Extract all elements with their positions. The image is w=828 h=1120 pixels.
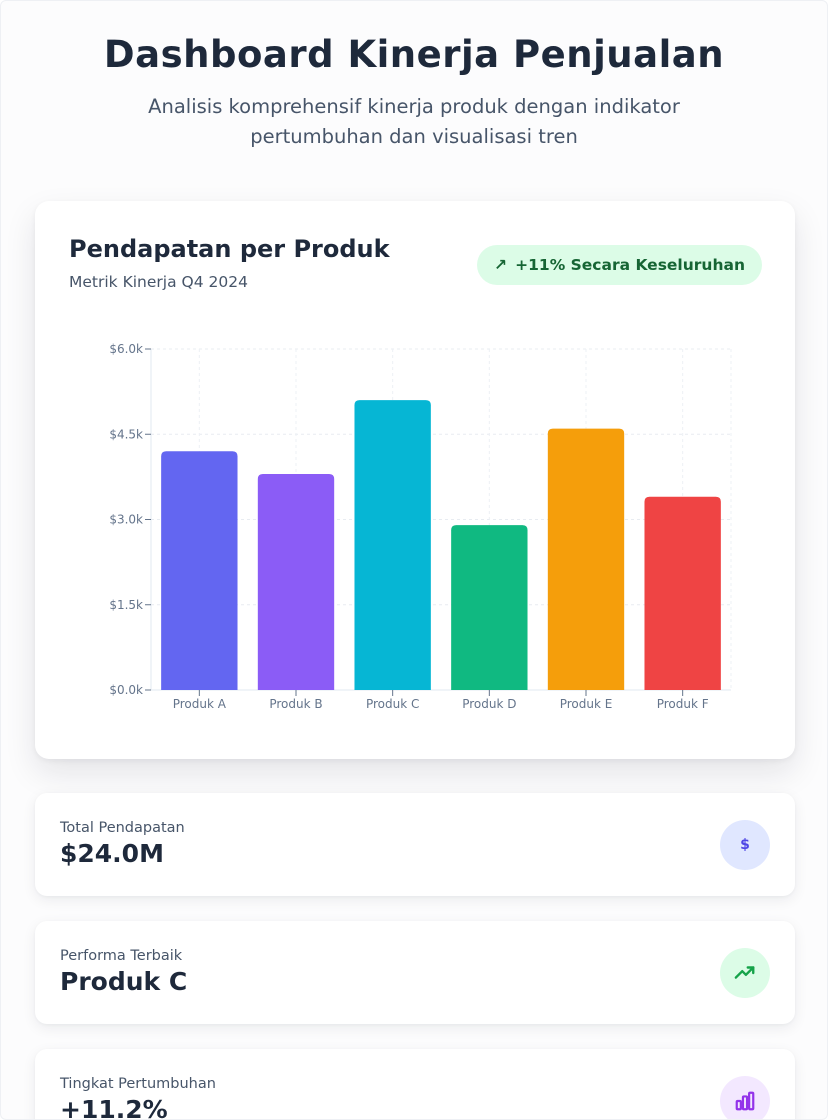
stat-card-total-revenue: Total Pendapatan $24.0M $ — [35, 793, 795, 896]
bar-produk-e[interactable] — [547, 428, 625, 690]
trend-badge-label: +11% Secara Keseluruhan — [515, 256, 745, 274]
chart-card-subtitle: Metrik Kinerja Q4 2024 — [69, 273, 248, 291]
page-title: Dashboard Kinerja Penjualan — [103, 33, 725, 76]
y-tick-label: $3.0k — [109, 513, 143, 527]
dollar-glyph: $ — [740, 837, 750, 853]
chart-card-title: Pendapatan per Produk — [69, 235, 390, 263]
trend-arrow-icon: ↗ — [494, 256, 508, 274]
bar-chart-icon — [720, 1076, 770, 1119]
page-header: Dashboard Kinerja Penjualan Analisis kom… — [1, 1, 827, 152]
bar-produk-f[interactable] — [644, 496, 721, 690]
stat-label: Performa Terbaik — [60, 948, 183, 964]
revenue-chart-card: Pendapatan per Produk Metrik Kinerja Q4 … — [35, 201, 795, 759]
x-tick-label: Produk B — [269, 697, 322, 711]
bar-produk-a[interactable] — [161, 451, 238, 690]
bar-produk-d[interactable] — [451, 525, 528, 690]
stat-card-top-performer: Performa Terbaik Produk C — [35, 921, 795, 1024]
bar-produk-b[interactable] — [257, 474, 335, 690]
x-tick-label: Produk F — [657, 697, 709, 711]
y-tick-label: $0.0k — [109, 683, 143, 697]
stat-card-growth-rate: Tingkat Pertumbuhan +11.2% — [35, 1049, 795, 1120]
stat-label: Total Pendapatan — [60, 820, 185, 836]
trending-up-icon — [720, 948, 770, 998]
dollar-icon: $ — [720, 820, 770, 870]
stat-value: $24.0M — [60, 839, 164, 868]
y-tick-label: $6.0k — [109, 342, 143, 356]
y-tick-label: $1.5k — [109, 598, 143, 612]
x-tick-label: Produk E — [560, 697, 613, 711]
revenue-bar-chart: $0.0k $1.5k $3.0k $4.5k $6.0k Produk A Produk … — [109, 342, 732, 711]
overall-trend-badge: ↗ +11% Secara Keseluruhan — [477, 245, 762, 285]
x-tick-label: Produk C — [366, 697, 419, 711]
stat-label: Tingkat Pertumbuhan — [60, 1076, 216, 1092]
bar-produk-c[interactable] — [354, 400, 431, 690]
page-subtitle: Analisis komprehensif kinerja produk den… — [148, 95, 680, 148]
stat-value: +11.2% — [60, 1095, 168, 1120]
x-tick-label: Produk A — [173, 697, 227, 711]
y-tick-label: $4.5k — [109, 427, 143, 441]
stat-value: Produk C — [60, 967, 188, 996]
x-tick-label: Produk D — [462, 697, 516, 711]
